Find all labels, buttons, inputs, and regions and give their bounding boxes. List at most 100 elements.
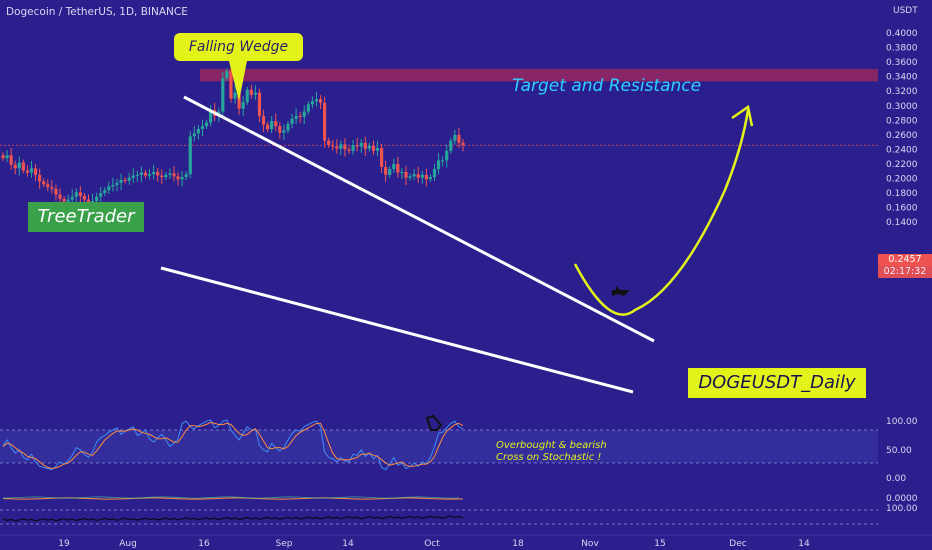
time-tick-label: 16 (198, 539, 210, 549)
candle-body (408, 176, 412, 178)
candle-body (270, 121, 274, 130)
oscillator-histogram (2, 496, 459, 499)
candle-body (384, 166, 388, 175)
candle-body (432, 169, 437, 178)
candle-body (343, 144, 347, 150)
candle-body (261, 115, 266, 125)
projection-arrowhead (731, 104, 754, 127)
candle-body (282, 130, 286, 133)
candle-body (424, 174, 428, 180)
candle-body (111, 185, 115, 187)
candle-body (184, 174, 188, 178)
candle-body (371, 145, 376, 151)
candle-body (233, 92, 237, 99)
candle-body (62, 198, 66, 202)
candle-body (99, 193, 103, 197)
candle-body (127, 177, 131, 181)
symbol-label: DOGEUSDT_Daily (688, 368, 866, 398)
candle-body (294, 115, 298, 119)
time-tick-label: Nov (581, 539, 599, 549)
price-tick-label: 0.1400 (886, 218, 918, 228)
falling-wedge-callout: Falling Wedge (174, 33, 303, 61)
price-tick-label: 0.2600 (886, 131, 918, 141)
candle-body (412, 174, 416, 177)
stochastic-tick-label: 100.00 (886, 417, 918, 427)
candle-body (160, 175, 164, 178)
candle-body (21, 162, 25, 171)
time-tick-label: 14 (342, 539, 354, 549)
candle-body (314, 99, 319, 102)
last-price-tag: 0.2457 (878, 254, 932, 266)
candle-body (359, 142, 363, 147)
time-tick-label: Dec (729, 539, 746, 549)
candle-body (290, 118, 294, 124)
candle-body (188, 136, 192, 175)
volume-line (2, 515, 464, 522)
candle-body (25, 170, 30, 173)
price-tick-label: 0.3200 (886, 87, 918, 97)
candle-body (245, 89, 249, 103)
candle-body (58, 194, 62, 199)
candle-body (131, 175, 135, 178)
stochastic-tick-label: 0.00 (886, 474, 906, 484)
candle-body (107, 186, 111, 191)
candle-body (9, 155, 13, 165)
candle-body (221, 78, 225, 112)
candle-body (192, 133, 196, 137)
candle-body (396, 163, 400, 173)
candle-body (318, 99, 323, 103)
candle-body (392, 163, 396, 170)
candle-body (95, 196, 99, 202)
candle-body (13, 164, 17, 169)
candle-body (176, 176, 180, 180)
candle-body (379, 147, 384, 167)
price-tick-label: 0.3600 (886, 58, 918, 68)
candle-body (461, 142, 465, 146)
callout-pointer (229, 61, 247, 101)
stochastic-note: Overbought & bearish Cross on Stochastic… (496, 440, 607, 464)
candle-body (457, 134, 461, 143)
candle-body (135, 174, 139, 176)
candle-body (404, 171, 408, 178)
time-tick-label: Aug (119, 539, 137, 549)
candle-body (17, 162, 21, 169)
price-tick-label: 0.2800 (886, 116, 918, 126)
candle-body (241, 102, 245, 109)
candle-body (103, 190, 107, 194)
countdown-tag: 02:17:32 (878, 266, 932, 278)
candle-body (70, 196, 74, 200)
resistance-zone (200, 69, 878, 82)
candle-body (278, 126, 282, 133)
candle-body (42, 181, 46, 185)
hand-pointer-icon (612, 286, 630, 296)
candle-body (420, 174, 424, 178)
price-tick-label: 0.3400 (886, 73, 918, 83)
candle-body (400, 171, 404, 173)
symbol-header: Dogecoin / TetherUS, 1D, BINANCE (6, 6, 188, 18)
candle-body (229, 70, 233, 99)
candle-body (172, 173, 176, 177)
candle-body (257, 92, 262, 116)
candle-body (375, 147, 380, 151)
candle-body (209, 110, 213, 123)
stochastic-tick-label: 50.00 (886, 446, 912, 456)
candle-body (367, 145, 371, 149)
candle-body (180, 177, 184, 180)
candle-body (445, 150, 449, 161)
candle-body (428, 177, 433, 180)
target-label: Target and Resistance (512, 76, 702, 96)
candle-body (266, 124, 270, 130)
candle-body (322, 102, 327, 141)
candle-body (286, 123, 290, 131)
candle-body (441, 160, 445, 162)
candle-body (86, 199, 91, 204)
candle-body (237, 92, 241, 109)
wedge-lower-trendline (160, 266, 634, 394)
candle-body (249, 89, 253, 95)
candle-body (335, 146, 339, 149)
candle-body (38, 174, 42, 182)
projection-curve (573, 109, 750, 316)
candle-body (196, 129, 200, 134)
